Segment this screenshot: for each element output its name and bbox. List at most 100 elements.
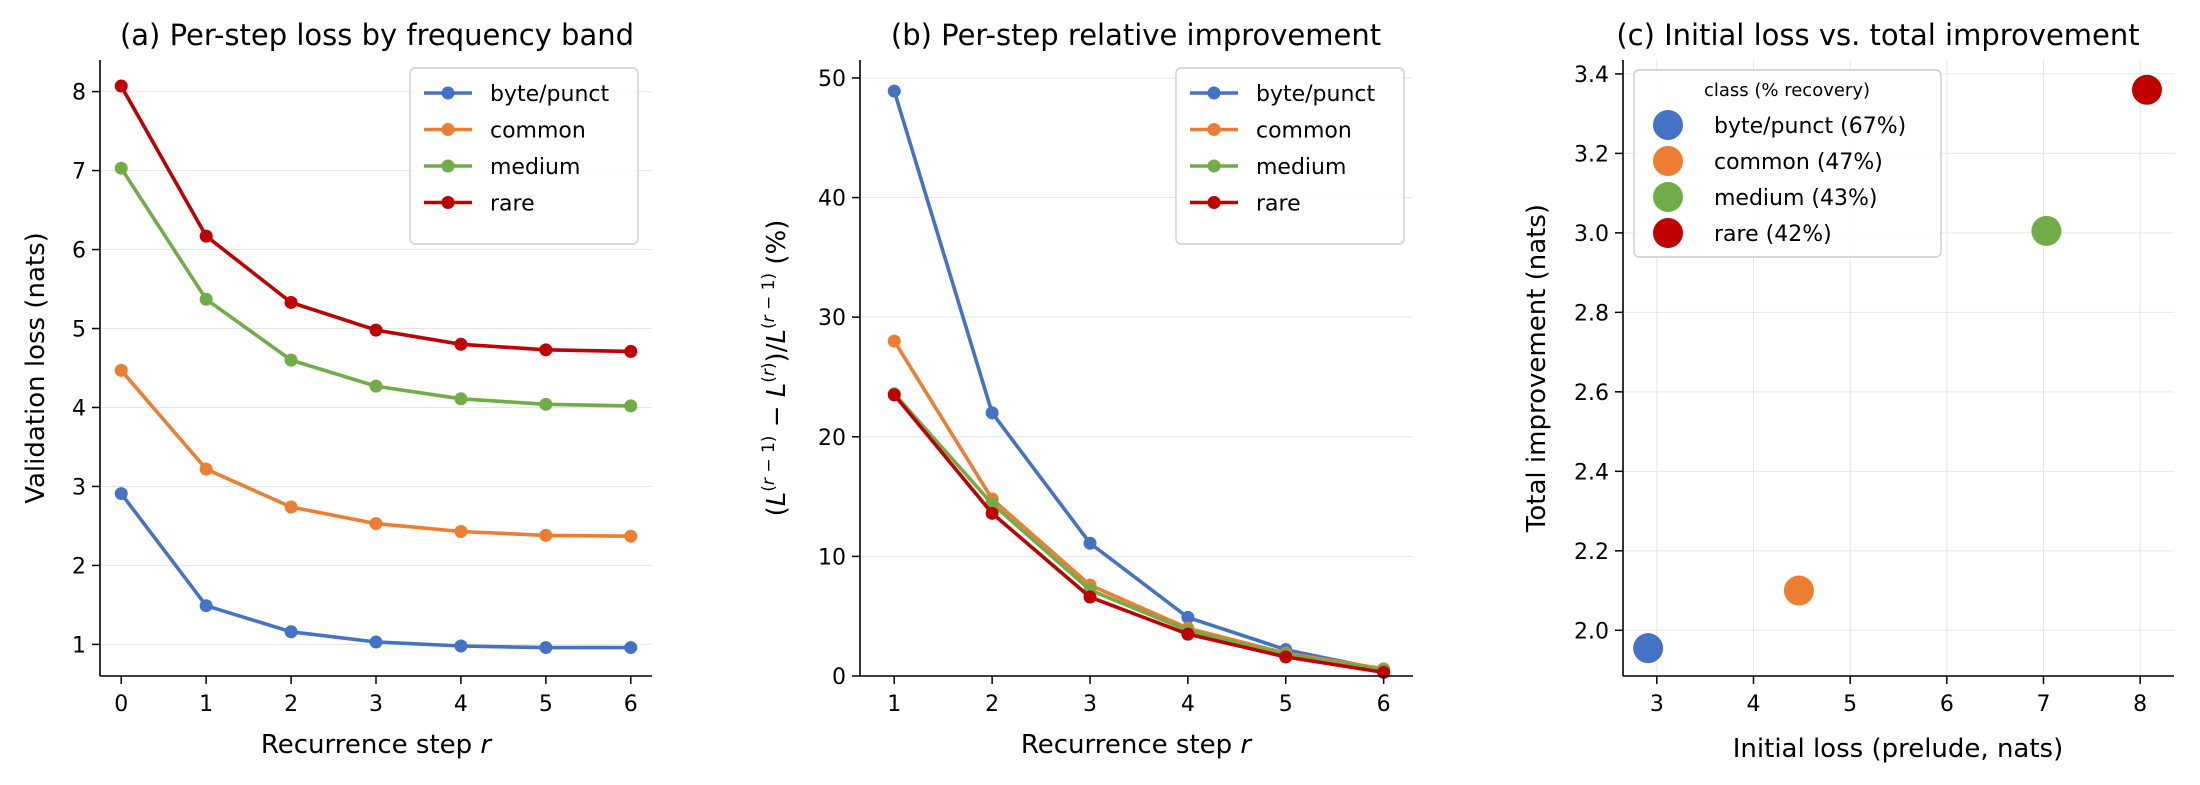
legend-label-medium-43: medium (43%) bbox=[1714, 186, 1877, 211]
legend-label-byte-punct: byte/punct bbox=[490, 82, 610, 107]
panel-c-ytick-label: 2.0 bbox=[1574, 619, 1609, 644]
panel-c-title: (c) Initial loss vs. total improvement bbox=[1616, 18, 2139, 52]
data-point-rare bbox=[284, 295, 298, 309]
panel-a-ytick-label: 6 bbox=[72, 239, 86, 264]
data-point-byte-punct bbox=[1083, 536, 1097, 550]
panel-a: (a) Per-step loss by frequency band 1 2 3 4… bbox=[21, 18, 652, 760]
legend-label-rare-42: rare (42%) bbox=[1714, 222, 1832, 247]
legend-marker-rare-42 bbox=[1653, 218, 1683, 248]
series-line-common bbox=[892, 340, 1384, 671]
panel-a-xtick-label: 2 bbox=[284, 692, 298, 717]
legend-frame bbox=[409, 67, 639, 245]
legend-marker-byte-punct bbox=[441, 86, 455, 100]
data-point-medium bbox=[454, 392, 468, 406]
panel-b: (b) Per-step relative improvement 0 10 20 3… bbox=[759, 18, 1413, 760]
panel-a-ytick-label: 8 bbox=[72, 81, 86, 106]
panel-a-ticks: 1 2 3 4 5 6 7 8 0 1 2 3 4 5 6 bbox=[72, 81, 638, 717]
data-point-medium bbox=[114, 161, 128, 175]
legend-label-rare: rare bbox=[1256, 192, 1301, 217]
data-point-medium bbox=[369, 379, 383, 393]
panel-c-ytick-label: 2.6 bbox=[1574, 381, 1609, 406]
panel-c-ytick-label: 3.2 bbox=[1574, 142, 1609, 167]
panel-a-xtick-label: 0 bbox=[114, 692, 128, 717]
data-point-rare bbox=[539, 343, 553, 357]
panel-c-x-label: Initial loss (prelude, nats) bbox=[1733, 734, 2063, 764]
panel-b-xtick-label: 3 bbox=[1083, 692, 1097, 717]
legend-marker-byte-punct bbox=[1207, 86, 1221, 100]
data-point-byte-punct bbox=[454, 639, 468, 653]
scatter-point-rare-42 bbox=[2131, 74, 2162, 105]
panel-c-ticks: 2.0 2.2 2.4 2.6 2.8 3.0 3.2 3.4 3 4 5 6 7 8 bbox=[1574, 63, 2147, 717]
data-point-rare bbox=[1083, 590, 1097, 604]
panel-b-title: (b) Per-step relative improvement bbox=[891, 18, 1381, 52]
panel-a-ytick-label: 7 bbox=[72, 160, 86, 185]
panel-b-x-label: Recurrence step r bbox=[1021, 730, 1254, 760]
panel-b-ytick-label: 0 bbox=[832, 665, 846, 690]
panel-b-xtick-label: 1 bbox=[887, 692, 901, 717]
panel-a-legend: byte/punct common medium rare bbox=[409, 67, 639, 245]
panel-c-ytick-label: 3.0 bbox=[1574, 222, 1609, 247]
panel-a-xtick-label: 3 bbox=[369, 692, 383, 717]
panel-a-title: (a) Per-step loss by frequency band bbox=[120, 18, 634, 52]
data-point-byte-punct bbox=[624, 641, 638, 655]
data-point-medium bbox=[624, 399, 638, 413]
data-point-byte-punct bbox=[1181, 610, 1195, 624]
legend-marker-medium bbox=[441, 159, 455, 173]
data-point-rare bbox=[1181, 627, 1195, 641]
panel-b-xtick-label: 5 bbox=[1279, 692, 1293, 717]
series-line-byte-punct bbox=[892, 90, 1384, 672]
data-point-common bbox=[114, 363, 128, 377]
panel-c-plot-area bbox=[1633, 74, 2162, 664]
legend-marker-common bbox=[1207, 123, 1221, 136]
panel-a-xtick-label: 1 bbox=[199, 692, 213, 717]
legend-label-common-47: common (47%) bbox=[1714, 150, 1883, 175]
legend-marker-common-47 bbox=[1653, 146, 1683, 176]
panel-b-ytick-label: 50 bbox=[818, 67, 846, 92]
data-point-common bbox=[284, 500, 298, 514]
data-point-rare bbox=[454, 337, 468, 351]
panel-a-x-label: Recurrence step r bbox=[261, 730, 494, 760]
panel-c-legend: class (% recovery) byte/punct (67%) common… bbox=[1633, 69, 1942, 258]
data-point-byte-punct bbox=[985, 406, 999, 420]
legend-marker-medium-43 bbox=[1653, 182, 1683, 212]
panel-a-ytick-label: 3 bbox=[72, 475, 86, 500]
legend-label-medium: medium bbox=[490, 155, 580, 180]
panel-b-xtick-label: 4 bbox=[1181, 692, 1195, 717]
data-point-medium bbox=[284, 353, 298, 367]
panel-b-y-label: (L(r − 1) − L(r))/L(r − 1) (%) bbox=[759, 220, 792, 517]
panel-a-y-label: Validation loss (nats) bbox=[21, 232, 51, 504]
panel-b-xtick-label: 2 bbox=[985, 692, 999, 717]
legend-label-byte-punct: byte/punct bbox=[1256, 82, 1376, 107]
data-point-rare bbox=[985, 506, 999, 520]
panel-b-ytick-label: 40 bbox=[818, 187, 846, 212]
panel-a-ytick-label: 4 bbox=[72, 396, 86, 421]
data-point-medium bbox=[199, 292, 213, 306]
legend-label-common: common bbox=[1256, 119, 1352, 144]
series-line-rare bbox=[892, 393, 1384, 675]
data-point-rare bbox=[887, 388, 901, 402]
data-point-medium bbox=[539, 397, 553, 411]
data-point-byte-punct bbox=[199, 599, 213, 613]
series-line-medium bbox=[892, 392, 1384, 672]
legend-frame bbox=[1175, 67, 1405, 245]
panel-b-legend: byte/punct common medium rare bbox=[1175, 67, 1405, 245]
data-point-rare bbox=[199, 229, 213, 243]
panel-a-xtick-label: 5 bbox=[539, 692, 553, 717]
data-point-common bbox=[454, 524, 468, 538]
data-point-byte-punct bbox=[887, 84, 901, 98]
series-line-common bbox=[119, 369, 631, 538]
panel-a-plot-area bbox=[114, 79, 638, 655]
panel-a-ytick-label: 2 bbox=[72, 554, 86, 579]
panel-c-xtick-label: 4 bbox=[1747, 692, 1761, 717]
panel-b-xtick-label: 6 bbox=[1377, 692, 1391, 717]
data-point-rare bbox=[1279, 650, 1293, 664]
panel-b-plot-area bbox=[887, 84, 1391, 679]
data-point-rare bbox=[624, 344, 638, 358]
legend-marker-rare bbox=[441, 196, 455, 209]
scatter-point-medium-43 bbox=[2031, 215, 2062, 246]
panel-c-xtick-label: 3 bbox=[1650, 692, 1664, 717]
data-point-common bbox=[199, 462, 213, 476]
panel-c-xtick-label: 8 bbox=[2133, 692, 2147, 717]
panel-b-ytick-label: 20 bbox=[818, 426, 846, 451]
